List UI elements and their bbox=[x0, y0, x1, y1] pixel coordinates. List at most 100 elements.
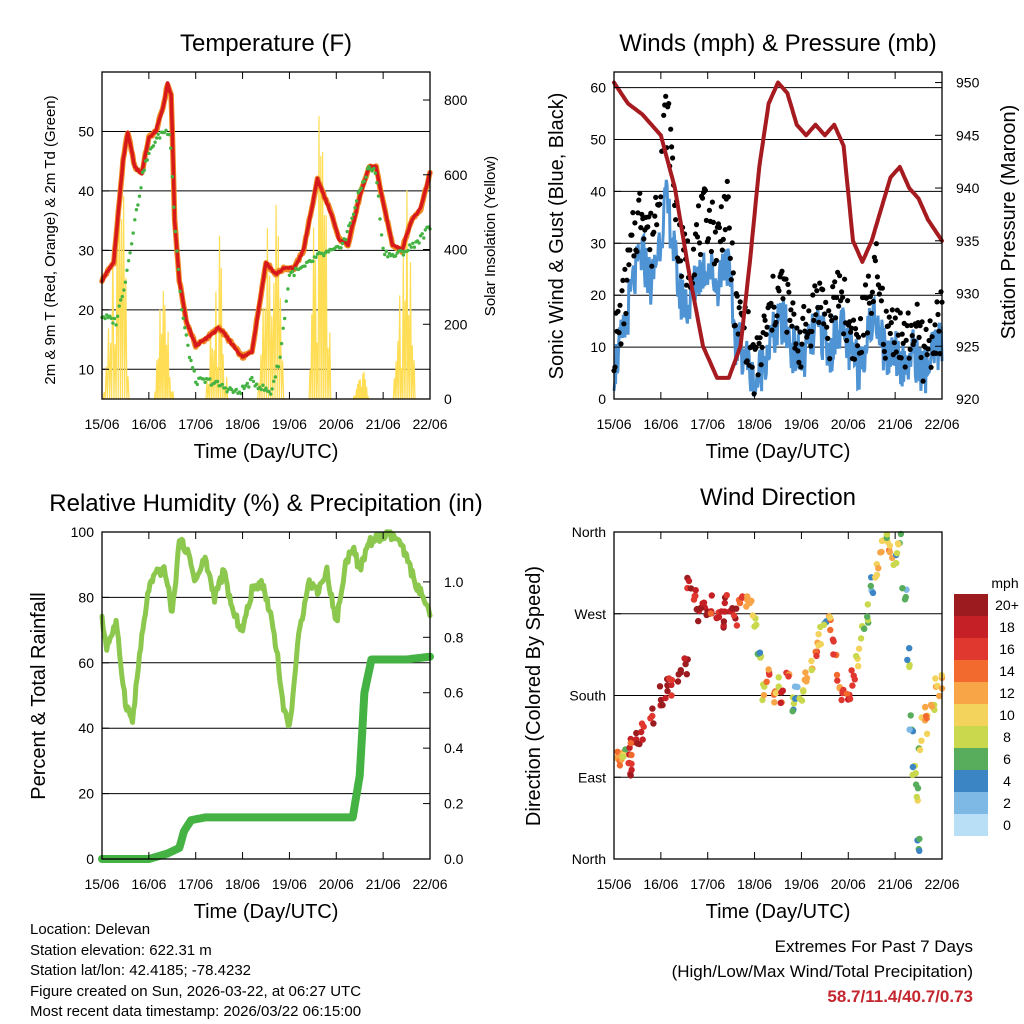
speed-legend-title: mph bbox=[991, 575, 1018, 591]
direction-point bbox=[723, 592, 730, 599]
winds-xtick-label: 20/06 bbox=[831, 416, 866, 432]
gust-point bbox=[820, 287, 826, 293]
gust-point bbox=[612, 364, 618, 370]
direction-xtick-label: 19/06 bbox=[784, 876, 819, 892]
direction-point bbox=[633, 729, 640, 737]
precipitation-line bbox=[98, 652, 434, 863]
gust-point bbox=[786, 289, 792, 295]
dewpoint-point bbox=[273, 375, 278, 379]
direction-point bbox=[759, 696, 766, 704]
dewpoint-point bbox=[314, 255, 318, 259]
direction-point bbox=[708, 592, 715, 599]
gust-point bbox=[734, 293, 740, 299]
direction-point bbox=[733, 605, 740, 612]
gust-point bbox=[793, 341, 799, 347]
gust-point bbox=[693, 222, 700, 228]
recent-timestamp: Most recent data timestamp: 2026/03/22 0… bbox=[30, 1003, 362, 1020]
direction-point bbox=[912, 781, 920, 788]
gust-point bbox=[866, 300, 873, 306]
gust-point bbox=[722, 227, 728, 233]
gust-point bbox=[903, 337, 909, 343]
dewpoint-point bbox=[234, 387, 238, 392]
gust-point bbox=[883, 308, 889, 314]
gust-point bbox=[657, 201, 663, 207]
gust-point bbox=[626, 262, 632, 268]
extremes-box: Extremes For Past 7 Days (High/Low/Max W… bbox=[672, 934, 973, 1009]
gust-point bbox=[769, 327, 775, 333]
gust-point bbox=[825, 335, 831, 341]
dewpoint-point bbox=[370, 169, 374, 173]
temperature-xtick-label: 15/06 bbox=[84, 416, 119, 432]
dewpoint-point bbox=[373, 171, 377, 175]
gust-point bbox=[759, 344, 765, 350]
dewpoint-point bbox=[181, 316, 185, 320]
direction-xlabel: Time (Day/UTC) bbox=[706, 901, 851, 923]
dewpoint-point bbox=[406, 248, 410, 253]
dewpoint-point bbox=[153, 140, 157, 144]
humidity-xtick-label: 19/06 bbox=[272, 876, 307, 892]
gust-point bbox=[761, 313, 767, 319]
gust-point bbox=[816, 319, 822, 325]
temperature-ytick-label-right: 200 bbox=[444, 316, 468, 332]
direction-point bbox=[720, 618, 728, 625]
gust-point bbox=[654, 222, 660, 228]
gust-point bbox=[796, 359, 802, 365]
gust-point bbox=[904, 323, 910, 329]
gust-point bbox=[829, 317, 835, 324]
gust-point bbox=[639, 211, 645, 217]
gust-point bbox=[909, 333, 915, 339]
direction-point bbox=[715, 613, 723, 621]
dewpoint-point bbox=[183, 326, 187, 330]
dewpoint-point bbox=[155, 136, 159, 140]
humidity-panel: Relative Humidity (%) & Precipitation (i… bbox=[28, 490, 483, 923]
gust-point bbox=[934, 299, 940, 305]
gust-point bbox=[929, 334, 935, 340]
gust-point bbox=[645, 224, 651, 230]
direction-point bbox=[785, 673, 792, 680]
winds-title: Winds (mph) & Pressure (mb) bbox=[619, 30, 936, 57]
gust-point bbox=[911, 338, 917, 344]
dewpoint-point bbox=[250, 375, 254, 380]
dewpoint-point bbox=[173, 229, 178, 234]
dewpoint-point bbox=[400, 249, 404, 253]
temperature-ytick-label-right: 400 bbox=[444, 242, 468, 258]
dewpoint-point bbox=[420, 232, 424, 236]
humidity-xtick-label: 15/06 bbox=[84, 876, 119, 892]
direction-point bbox=[800, 688, 807, 695]
gust-point bbox=[713, 257, 720, 264]
dewpoint-point bbox=[423, 228, 427, 232]
gust-point bbox=[663, 93, 669, 99]
direction-point bbox=[864, 613, 871, 620]
winds-xtick-label: 16/06 bbox=[643, 416, 678, 432]
direction-point bbox=[916, 847, 923, 854]
gust-point bbox=[637, 190, 643, 196]
dewpoint-point bbox=[115, 314, 120, 318]
gust-point bbox=[697, 251, 704, 258]
direction-point bbox=[668, 692, 675, 699]
gust-point bbox=[822, 311, 828, 317]
dewpoint-point bbox=[383, 252, 387, 257]
gust-point bbox=[869, 289, 876, 295]
gust-point bbox=[876, 291, 883, 297]
dewpoint-point bbox=[276, 365, 281, 369]
direction-point bbox=[843, 690, 851, 698]
direction-point bbox=[745, 598, 753, 605]
direction-xtick-label: 17/06 bbox=[690, 876, 725, 892]
direction-point bbox=[838, 696, 845, 704]
dewpoint-point bbox=[147, 151, 151, 156]
gust-point bbox=[627, 247, 633, 253]
gust-point bbox=[668, 126, 674, 132]
dewpoint-point bbox=[378, 217, 382, 221]
direction-point bbox=[640, 723, 647, 730]
direction-point bbox=[760, 691, 768, 699]
gust-point bbox=[749, 364, 755, 370]
gust-point bbox=[852, 326, 859, 332]
gust-point bbox=[696, 240, 703, 246]
gust-point bbox=[770, 273, 776, 279]
dewpoint-point bbox=[281, 326, 285, 330]
dewpoint-point bbox=[417, 241, 421, 245]
dewpoint-point bbox=[176, 267, 181, 272]
gust-point bbox=[886, 314, 892, 320]
gust-point bbox=[827, 356, 833, 362]
gust-point bbox=[919, 319, 925, 325]
